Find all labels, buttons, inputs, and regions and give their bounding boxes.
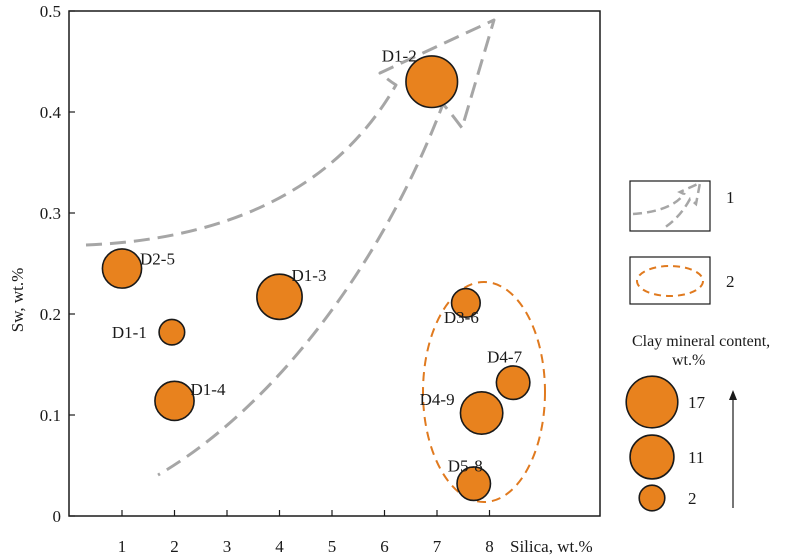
legend-arrow-icon bbox=[632, 180, 702, 230]
x-tick-label-4: 4 bbox=[275, 537, 284, 556]
size-legend-title-unit: wt.% bbox=[672, 352, 705, 369]
size-legend-label-11: 11 bbox=[688, 448, 704, 467]
size-legend-circle-11 bbox=[629, 434, 675, 480]
y-tick-label-0.2: 0.2 bbox=[40, 305, 61, 324]
y-tick-label-0.4: 0.4 bbox=[40, 103, 62, 122]
size-legend-circle-2 bbox=[638, 484, 666, 512]
legend-label-ellipse: 2 bbox=[726, 272, 735, 291]
x-tick-label-5: 5 bbox=[328, 537, 337, 556]
point-D1-4 bbox=[154, 380, 195, 422]
point-label-D5-8: D5-8 bbox=[448, 457, 483, 476]
point-D1-1 bbox=[158, 318, 186, 346]
legend-box-arrow bbox=[629, 180, 711, 232]
data-points: D1-2 D2-5 D1-3 D1-1 D1-4 D3-6 D4-7 D4-9 D5-8 bbox=[101, 47, 531, 502]
size-legend-circle-17 bbox=[625, 375, 679, 429]
size-legend-label-2: 2 bbox=[688, 489, 697, 508]
plot-frame bbox=[68, 10, 601, 517]
point-label-D1-2: D1-2 bbox=[382, 47, 417, 66]
point-D1-3 bbox=[256, 273, 303, 321]
x-tick-label-1: 1 bbox=[118, 537, 127, 556]
x-tick-label-7: 7 bbox=[433, 537, 442, 556]
y-tick-label-0.5: 0.5 bbox=[40, 2, 61, 21]
x-tick-label-6: 6 bbox=[380, 537, 389, 556]
point-label-D3-6: D3-6 bbox=[444, 308, 479, 327]
point-label-D2-5: D2-5 bbox=[140, 250, 175, 269]
point-label-D1-3: D1-3 bbox=[292, 266, 327, 285]
x-tick-label-2: 2 bbox=[170, 537, 179, 556]
y-tick-label-0: 0 bbox=[53, 507, 62, 526]
point-D1-2 bbox=[405, 55, 459, 109]
legend-ellipse-icon bbox=[636, 265, 704, 297]
axes: 1 2 3 4 5 6 7 8 0 0.1 0.2 0.3 0.4 0.5 bbox=[40, 2, 494, 556]
x-tick-label-3: 3 bbox=[223, 537, 232, 556]
size-legend: 17 11 2 bbox=[625, 375, 706, 512]
legend-box-ellipse bbox=[629, 256, 711, 305]
y-axis-title: Sw, wt.% bbox=[8, 268, 27, 333]
point-D5-8 bbox=[456, 466, 492, 502]
size-legend-label-17: 17 bbox=[688, 393, 706, 412]
x-axis-title: Silica, wt.% bbox=[510, 537, 593, 556]
point-label-D1-1: D1-1 bbox=[112, 323, 147, 342]
point-D4-9 bbox=[459, 391, 504, 435]
point-D2-5 bbox=[101, 248, 143, 289]
size-legend-arrowhead bbox=[729, 390, 737, 400]
point-D3-6 bbox=[450, 287, 481, 319]
point-D4-7 bbox=[495, 365, 531, 401]
legend: 1 2 Clay mineral content, wt.% 17 11 2 bbox=[625, 180, 770, 512]
point-label-D1-4: D1-4 bbox=[191, 380, 226, 399]
y-tick-label-0.1: 0.1 bbox=[40, 406, 61, 425]
point-label-D4-9: D4-9 bbox=[420, 390, 455, 409]
size-legend-title: Clay mineral content, bbox=[632, 333, 770, 350]
cluster-ellipse bbox=[422, 281, 546, 503]
x-tick-label-8: 8 bbox=[485, 537, 494, 556]
point-label-D4-7: D4-7 bbox=[487, 348, 522, 367]
y-tick-label-0.3: 0.3 bbox=[40, 204, 61, 223]
legend-label-arrow: 1 bbox=[726, 188, 735, 207]
